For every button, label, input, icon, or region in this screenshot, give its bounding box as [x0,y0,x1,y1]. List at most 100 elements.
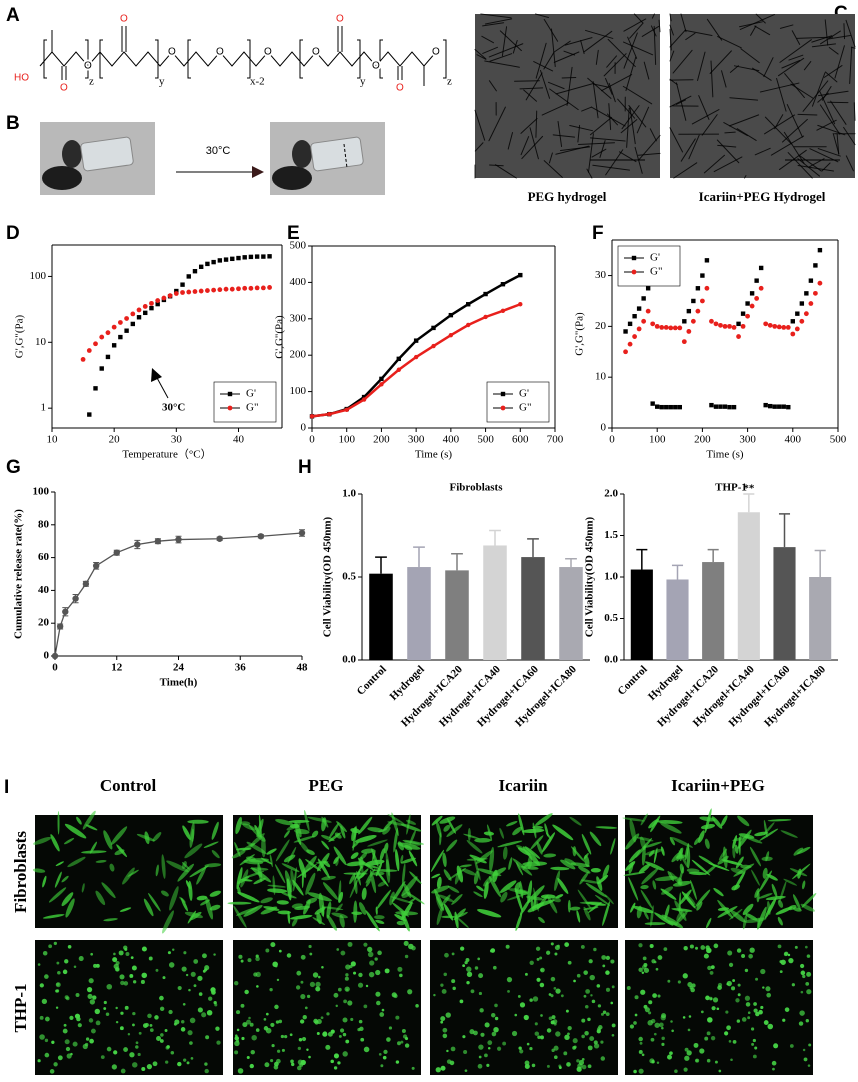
point [149,300,154,306]
cell [442,1033,448,1039]
cell [693,1042,699,1048]
cell [529,998,533,1002]
cell [700,824,716,830]
cell [497,1046,502,1051]
cell [170,1051,175,1055]
cell [443,903,454,921]
cell [669,836,675,846]
cell [765,851,770,862]
sem-fiber [729,97,759,101]
cell [101,882,116,899]
cell [724,1031,729,1036]
cell [275,839,290,862]
cell [196,895,208,901]
cell [140,979,145,985]
sem-fiber [563,50,576,56]
cell [404,841,421,846]
cell [375,919,385,924]
sem-fiber [580,39,585,55]
point [93,386,98,391]
cell [395,1015,400,1020]
cell [63,837,75,845]
cell [276,1049,281,1053]
cell [462,1035,466,1039]
cell [667,979,671,983]
cell [440,1020,444,1024]
sem-fiber [540,70,551,99]
sem-fiber [821,86,832,101]
cell [581,1034,585,1039]
cell [342,1032,347,1037]
sem-fiber [675,82,687,121]
x-tick-label: Hydrogel+ICA80 [762,663,828,729]
sem-fiber [474,109,486,141]
sem-fiber [845,155,854,172]
cell [372,871,385,876]
cell [755,977,759,981]
cell [643,841,662,848]
point [817,247,823,253]
point [134,541,141,548]
sem-fiber [739,14,775,30]
cell [563,1051,568,1056]
cell [605,987,611,992]
cell [235,1010,241,1015]
x-tick-label: 300 [408,434,425,446]
point [111,324,117,330]
cell [534,1031,540,1036]
sem-fiber [709,50,732,74]
sem-fiber [484,18,513,25]
point [808,301,814,306]
cell [62,969,68,975]
cell [452,986,456,991]
y-tick-label: 500 [290,240,307,252]
cell [182,825,191,841]
structure: HO O O O O O O O O O O O z y x-2 y z [12,12,452,96]
cell [800,963,805,969]
cell [552,1019,558,1024]
cell [654,876,678,882]
arrow-label: 30°C [206,145,231,157]
error-bar [671,564,684,580]
x-tick-label: 12 [111,662,123,674]
y-axis-label: G',G"(Pa) [14,314,26,358]
cell [576,973,581,978]
cell [758,893,773,899]
cell [349,878,359,899]
cell [456,916,469,928]
sem-fiber [578,142,615,145]
point [248,285,254,291]
point [700,273,705,278]
sem-fiber [626,107,630,148]
cell [515,912,523,932]
cell [291,903,303,909]
sem-fiber [488,106,506,142]
cell [240,1003,245,1008]
cell [436,876,442,889]
cell [119,1026,124,1031]
cell [474,966,479,970]
cell [475,850,493,864]
point [431,325,436,331]
cell [738,833,755,839]
cell [804,945,808,949]
cell [671,1029,674,1033]
cell [300,980,304,984]
cell [486,1063,490,1067]
sem-fiber [830,100,847,125]
point [186,274,191,279]
cell [763,822,775,836]
cell [580,879,600,884]
cell [367,951,374,958]
cell [382,1055,387,1060]
cell [648,1011,652,1015]
cell [587,1064,592,1069]
cell [651,1059,655,1064]
cell [345,988,349,991]
cell [808,1043,812,1047]
cell [241,1036,245,1041]
point [636,306,642,311]
x-axis-label: Time(h) [160,677,198,689]
cell [640,884,649,890]
cell [686,1050,692,1056]
